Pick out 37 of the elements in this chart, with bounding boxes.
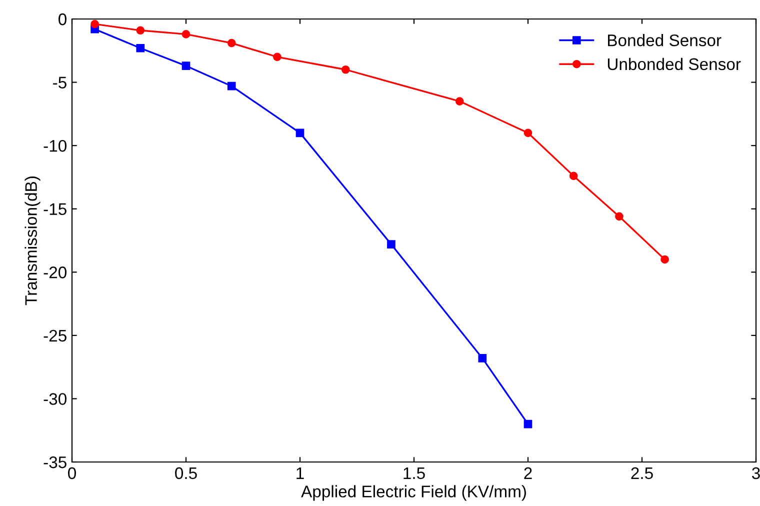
y-tick-label: -30 [44, 393, 66, 405]
y-axis-title: Transmission(dB) [24, 176, 40, 306]
y-tick-label: -5 [53, 76, 66, 88]
point [478, 354, 487, 362]
point [227, 82, 236, 90]
y-tick-label: -25 [44, 330, 66, 342]
legend-label: Bonded Sensor [608, 34, 722, 46]
x-tick-label: 2 [524, 467, 532, 479]
point [182, 62, 190, 70]
x-tick-label: 3 [752, 467, 760, 480]
x-tick-label: 1.5 [404, 467, 425, 480]
point [387, 240, 396, 248]
point [341, 65, 350, 74]
point [136, 26, 145, 35]
legend-label: Unbonded Sensor [608, 58, 741, 70]
point [660, 255, 669, 264]
x-tick-label: 1 [296, 467, 304, 479]
x-tick-label: 0 [68, 467, 76, 480]
point [90, 20, 99, 28]
point [273, 52, 282, 62]
point [524, 420, 532, 428]
point [455, 97, 464, 106]
point [569, 172, 578, 180]
point [136, 44, 145, 52]
y-tick-label: -10 [44, 140, 66, 152]
point [615, 212, 624, 221]
y-tick-label: 0 [58, 13, 66, 26]
x-tick-label: 2.5 [631, 467, 653, 480]
point [182, 30, 190, 38]
point [524, 128, 532, 138]
y-tick-label: -15 [44, 203, 66, 216]
point [227, 38, 236, 48]
x-tick-label: 0.5 [175, 467, 197, 480]
x-axis-title: Applied Electric Field (KV/mm) [301, 485, 526, 501]
y-tick-label: -20 [44, 266, 66, 278]
point [296, 128, 304, 138]
y-tick-label: -35 [44, 456, 66, 468]
